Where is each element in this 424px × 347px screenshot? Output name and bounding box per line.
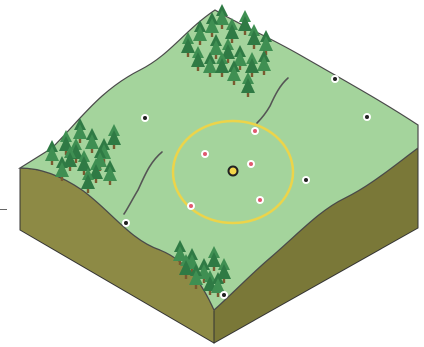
pine-tree-icon bbox=[217, 258, 231, 283]
map-marker[interactable] bbox=[122, 219, 130, 227]
marker-layer bbox=[122, 75, 371, 299]
terrain-grass-top bbox=[17, 9, 419, 311]
pine-tree-icon bbox=[103, 160, 117, 185]
map-marker[interactable] bbox=[331, 75, 339, 83]
target-marker[interactable] bbox=[201, 150, 209, 158]
map-marker[interactable] bbox=[363, 113, 371, 121]
pine-tree-icon bbox=[193, 20, 207, 45]
pine-tree-icon bbox=[247, 24, 261, 49]
pine-tree-icon bbox=[238, 10, 252, 35]
map-marker[interactable] bbox=[141, 114, 149, 122]
pine-tree-icon bbox=[81, 168, 95, 193]
pine-tree-icon bbox=[259, 30, 273, 55]
forest-layer bbox=[45, 4, 273, 297]
pine-tree-icon bbox=[191, 46, 205, 71]
pine-tree-icon bbox=[45, 140, 59, 165]
edge-pointer-tick bbox=[0, 209, 7, 210]
pine-tree-icon bbox=[181, 32, 195, 57]
map-marker[interactable] bbox=[220, 291, 228, 299]
target-marker[interactable] bbox=[187, 202, 195, 210]
pine-tree-icon bbox=[203, 52, 217, 77]
river-line bbox=[123, 151, 163, 215]
river-line bbox=[256, 77, 289, 124]
pine-tree-icon bbox=[211, 272, 225, 297]
pine-tree-icon bbox=[189, 264, 203, 289]
pine-tree-icon bbox=[89, 158, 103, 183]
capture-zone-ring[interactable] bbox=[171, 119, 295, 225]
pine-tree-icon bbox=[73, 118, 87, 143]
pine-tree-icon bbox=[85, 128, 99, 153]
pine-tree-icon bbox=[173, 240, 187, 265]
target-layer bbox=[187, 127, 264, 210]
pine-tree-icon bbox=[209, 34, 223, 59]
pine-tree-icon bbox=[215, 4, 229, 29]
map-marker[interactable] bbox=[302, 176, 310, 184]
pine-tree-icon bbox=[203, 270, 217, 295]
pine-tree-icon bbox=[233, 45, 247, 70]
target-marker[interactable] bbox=[247, 160, 255, 168]
pine-tree-icon bbox=[205, 12, 219, 37]
pine-tree-icon bbox=[225, 18, 239, 43]
pine-tree-icon bbox=[63, 146, 77, 171]
pine-tree-icon bbox=[215, 52, 229, 77]
player-marker[interactable] bbox=[227, 165, 239, 177]
pine-tree-icon bbox=[55, 156, 69, 181]
pine-tree-icon bbox=[207, 246, 221, 271]
pine-tree-icon bbox=[221, 38, 235, 63]
pine-tree-icon bbox=[179, 254, 193, 279]
pine-tree-icon bbox=[77, 150, 91, 175]
pine-tree-icon bbox=[107, 124, 121, 149]
pine-tree-icon bbox=[245, 52, 259, 77]
pine-tree-icon bbox=[241, 72, 255, 97]
target-marker[interactable] bbox=[251, 127, 259, 135]
pine-tree-icon bbox=[257, 50, 271, 75]
pine-tree-icon bbox=[227, 60, 241, 85]
target-marker[interactable] bbox=[256, 196, 264, 204]
